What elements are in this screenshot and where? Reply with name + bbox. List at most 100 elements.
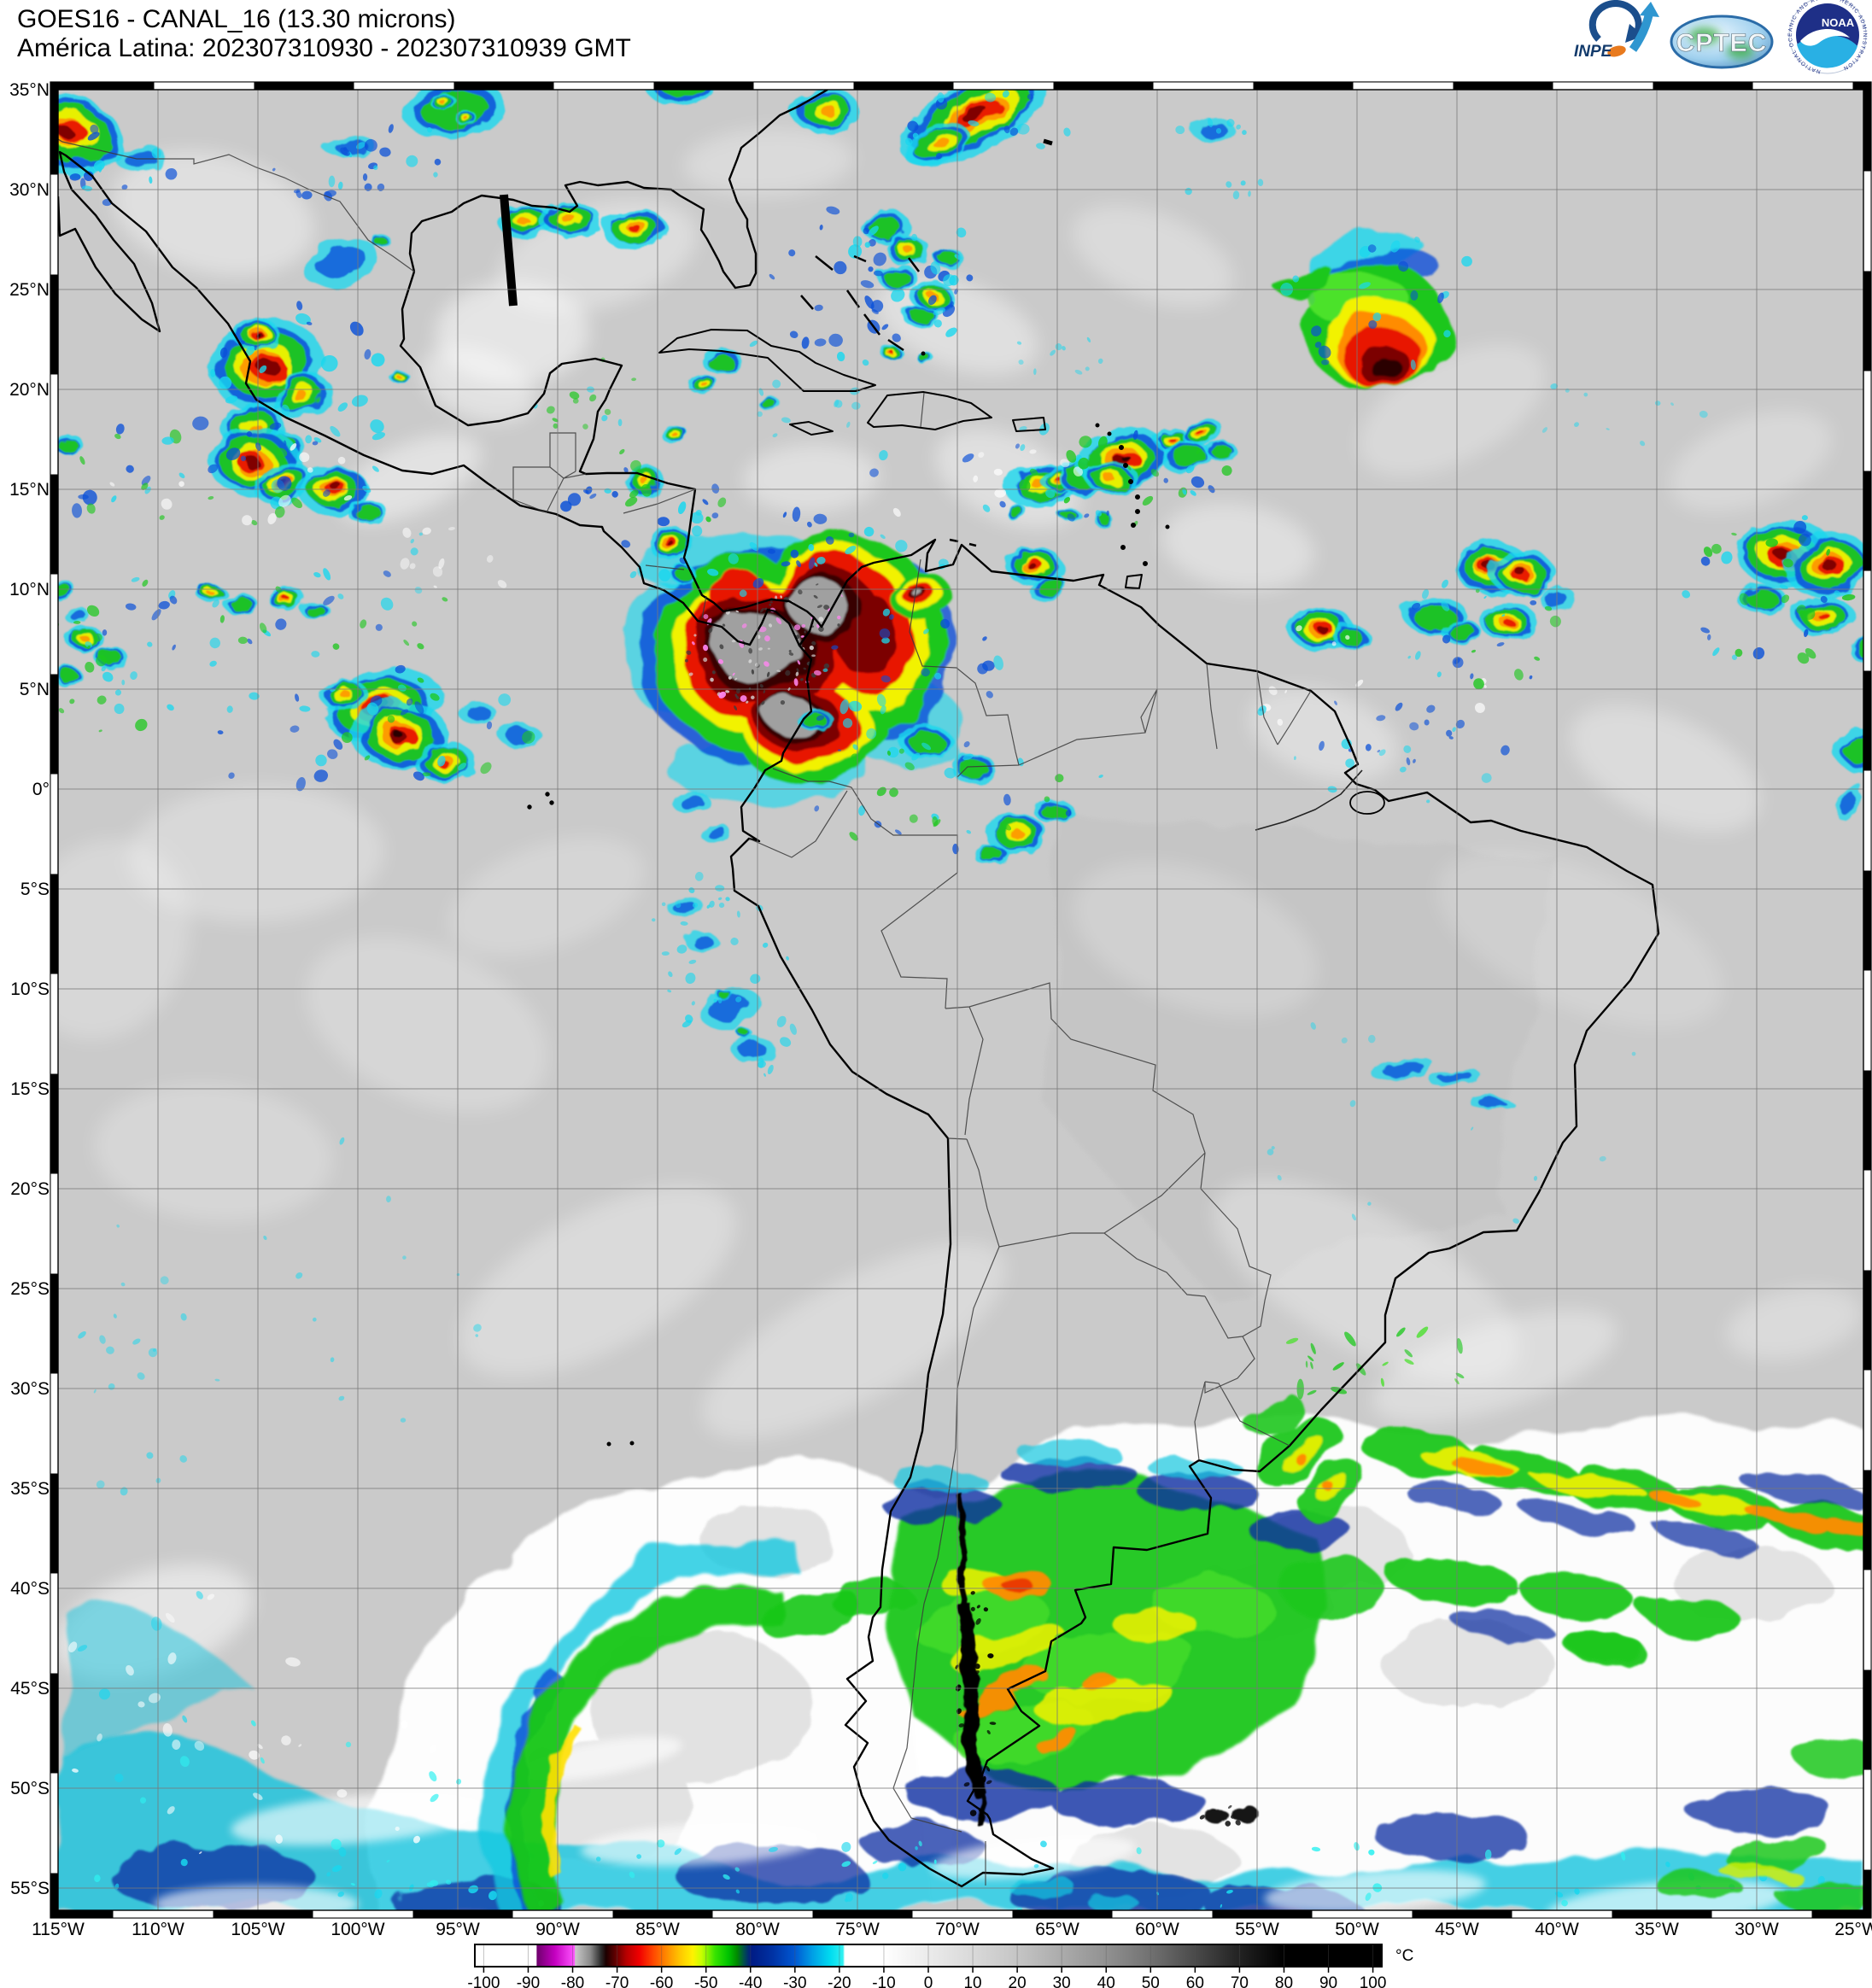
lat-label: 35°N	[9, 80, 50, 100]
storm-cell	[646, 526, 693, 559]
lon-label: 80°W	[735, 1920, 780, 1939]
storm-cell	[498, 206, 556, 240]
noaa-label: NOAA	[1822, 16, 1855, 29]
lon-label: 65°W	[1035, 1920, 1079, 1939]
lat-label: 10°S	[10, 979, 50, 999]
colorbar-unit: °C	[1395, 1947, 1413, 1965]
lon-label: 50°W	[1335, 1920, 1379, 1939]
storm-cell	[731, 1035, 775, 1063]
storm-cell	[66, 625, 104, 653]
storm-cell	[1184, 418, 1223, 447]
storm-cell	[700, 347, 741, 374]
puerto-rico	[1012, 417, 1046, 432]
colorbar-gradient	[474, 1944, 1383, 1968]
storm-cell	[906, 123, 969, 167]
lon-label: 40°W	[1535, 1920, 1579, 1939]
storm-cell	[736, 1028, 753, 1038]
cyclone-comma	[478, 1531, 914, 1910]
colorbar-tick: 80	[1275, 1974, 1293, 1988]
lat-label: 30°S	[10, 1379, 50, 1399]
storm-cell	[667, 895, 704, 919]
lon-label: 110°W	[132, 1920, 184, 1939]
us-gulf-atlantic-coast	[408, 90, 828, 289]
trinidad	[1125, 574, 1143, 589]
header: GOES16 - CANAL_16 (13.30 microns) Améric…	[17, 5, 631, 62]
colorbar-tick: -100	[467, 1974, 500, 1988]
uruguay-cluster	[1250, 1396, 1366, 1518]
colorbar-tick: -30	[783, 1974, 806, 1988]
jamaica	[789, 421, 834, 436]
storm-cell	[1479, 602, 1538, 640]
colorbar-tick: 90	[1319, 1974, 1337, 1988]
storm-cell	[1468, 1095, 1512, 1108]
colorbar-tick: -20	[828, 1974, 851, 1988]
amazon-river	[1255, 769, 1363, 831]
graticule	[58, 90, 1863, 1910]
storm-cell	[1429, 1070, 1483, 1086]
storm-cell	[1736, 583, 1786, 613]
colorbar-tick: 40	[1097, 1974, 1115, 1988]
cuba	[658, 329, 876, 392]
storm-cell	[1205, 441, 1237, 461]
storm-cell	[644, 90, 713, 105]
falkland-west	[1206, 1810, 1230, 1825]
lon-label: 115°W	[32, 1920, 85, 1939]
lat-label: 40°S	[10, 1579, 50, 1599]
colorbar-tick: 70	[1231, 1974, 1249, 1988]
storm-cell	[1441, 618, 1481, 644]
lat-label: 20°N	[9, 380, 50, 400]
inpe-label: INPE	[1574, 43, 1613, 61]
south-america-coast	[729, 538, 1660, 1888]
storm-cell	[672, 791, 711, 815]
colorbar-tick: -60	[650, 1974, 673, 1988]
cptec-label: CPTEC	[1676, 29, 1768, 57]
lat-label: 55°S	[10, 1879, 50, 1898]
map-imagery	[58, 90, 1863, 1910]
argentina-front	[880, 1440, 1384, 1909]
andes-terrain	[955, 1492, 1259, 1828]
storm-cell	[1847, 634, 1863, 662]
storm-cell	[539, 202, 602, 238]
lat-label: 0°	[32, 780, 50, 799]
storm-cell	[1005, 505, 1028, 521]
panama-mega-storm	[623, 533, 965, 803]
bahamas	[800, 254, 920, 352]
colorbar-tick: 50	[1142, 1974, 1160, 1988]
coastlines	[58, 90, 1660, 1888]
lat-label: 5°N	[20, 680, 50, 699]
axis-labels: 35°N 30°N 25°N 20°N 15°N 10°N 5°N 0° 5°S 10°S 15°S…	[9, 80, 1872, 1939]
storm-cell	[1371, 1058, 1435, 1079]
lon-label: 35°W	[1635, 1920, 1679, 1939]
falkland-east	[1231, 1805, 1259, 1822]
storm-cell	[301, 602, 331, 620]
lon-label: 105°W	[231, 1920, 284, 1939]
lat-label: 25°S	[10, 1279, 50, 1299]
storm-cell	[224, 593, 258, 616]
corner-greens	[1567, 1632, 1863, 1910]
lat-label: 15°N	[9, 480, 50, 500]
storm-cell	[455, 110, 478, 126]
storm-cell	[370, 233, 391, 248]
logos: INPE CPTEC NATIONAL OCEANIC AND ATMOSPHE…	[1574, 0, 1867, 74]
storm-cell	[1784, 531, 1863, 598]
lon-label: 45°W	[1435, 1920, 1479, 1939]
gulf-caribbean-coast	[399, 271, 815, 618]
colorbar-tick: -50	[694, 1974, 717, 1988]
lat-label: 15°S	[10, 1079, 50, 1099]
lon-label: 70°W	[935, 1920, 980, 1939]
storm-cell	[1191, 117, 1235, 143]
storm-cell	[1489, 549, 1554, 596]
inpe-logo: INPE	[1574, 0, 1659, 61]
lat-label: 25°N	[9, 280, 50, 300]
lat-label: 20°S	[10, 1179, 50, 1199]
atlantic-storm	[1279, 233, 1450, 391]
storm-cell	[1033, 798, 1074, 823]
storm-cell	[662, 424, 689, 446]
cptec-logo: CPTEC	[1670, 15, 1774, 69]
storm-cell	[798, 709, 834, 734]
colorbar-tick: -10	[872, 1974, 895, 1988]
storm-cell	[688, 375, 720, 395]
storm-cell	[791, 90, 858, 135]
storm-cell	[758, 396, 781, 410]
